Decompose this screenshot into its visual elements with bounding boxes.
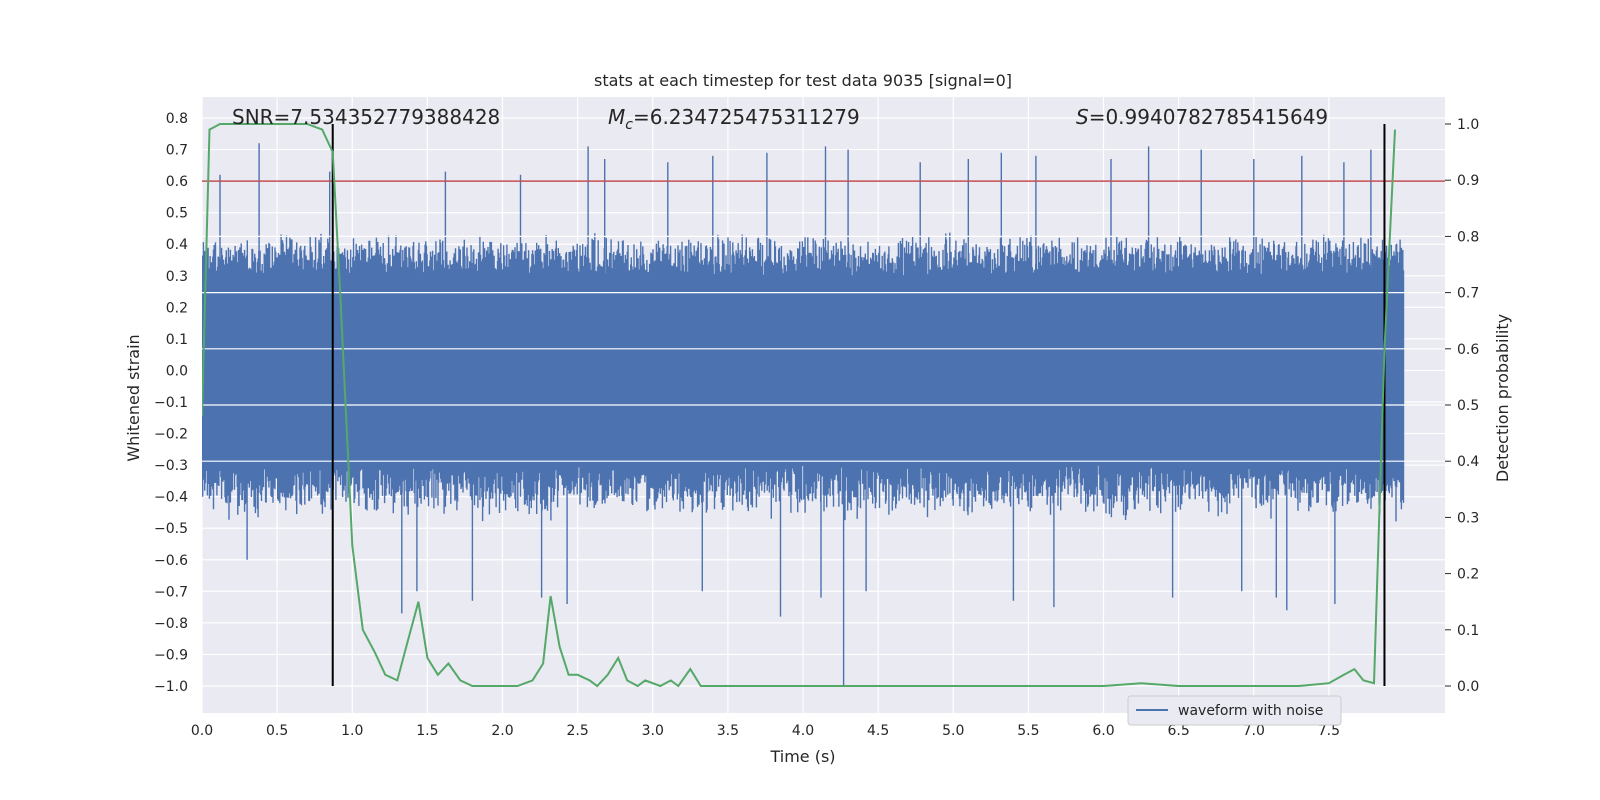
x-tick-label: 1.0: [341, 723, 363, 739]
x-tick-label: 6.5: [1167, 723, 1189, 739]
y-left-tick-label: −0.2: [154, 427, 188, 443]
y-right-tick-label: 0.6: [1457, 342, 1479, 358]
y-right-tick-label: 0.9: [1457, 173, 1479, 189]
y-left-tick-label: −0.8: [154, 616, 188, 632]
x-tick-label: 7.5: [1318, 723, 1340, 739]
chirp-mass-symbol: M: [608, 105, 625, 129]
x-tick-label: 7.0: [1243, 723, 1265, 739]
waveform-series: [202, 143, 1405, 686]
legend: waveform with noise: [1127, 695, 1342, 726]
legend-box: [1127, 695, 1342, 726]
y-left-tick-label: 0.1: [166, 332, 188, 348]
y-left-tick-label: −0.6: [154, 553, 188, 569]
waveform-trace: [202, 143, 1405, 686]
x-axis-label: Time (s): [769, 747, 835, 766]
y-left-tick-label: 0.5: [166, 206, 188, 222]
y-right-tick-label: 0.8: [1457, 229, 1479, 245]
y-left-tick-label: −0.3: [154, 458, 188, 474]
x-tick-label: 0.5: [266, 723, 288, 739]
x-axis-ticks: 0.0 0.5 1.0 1.5 2.0 2.5 3.0 3.5 4.0 4.5 5.0 5.5 6.0 6…: [191, 723, 1340, 739]
y-axis-right-label: Detection probability: [1493, 314, 1512, 482]
y-left-tick-label: −1.0: [154, 679, 188, 695]
y-left-tick-label: −0.4: [154, 490, 188, 506]
y-left-tick-label: 0.8: [166, 111, 188, 127]
y-left-tick-label: 0.6: [166, 174, 188, 190]
y-left-tick-label: −0.9: [154, 647, 188, 663]
y-right-tick-label: 0.2: [1457, 567, 1479, 583]
y-right-tick-label: 0.1: [1457, 623, 1479, 639]
chart-title: stats at each timestep for test data 903…: [594, 71, 1012, 90]
y-left-tick-label: −0.5: [154, 521, 188, 537]
y-right-tick-label: 0.5: [1457, 398, 1479, 414]
y-left-tick-label: 0.3: [166, 269, 188, 285]
y-right-tick-label: 0.4: [1457, 454, 1479, 470]
y-left-tick-label: 0.0: [166, 363, 188, 379]
x-tick-label: 0.0: [191, 723, 213, 739]
chirp-mass-annotation: Mc=6.234725475311279: [608, 105, 860, 133]
x-tick-label: 2.0: [491, 723, 513, 739]
x-tick-label: 2.5: [566, 723, 588, 739]
y-right-tick-label: 1.0: [1457, 117, 1479, 133]
y-left-tick-label: 0.4: [166, 237, 188, 253]
y-right-tick-label: 0.0: [1457, 679, 1479, 695]
y-axis-left-ticks: 0.8 0.7 0.6 0.5 0.4 0.3 0.2 0.1 0.0 −0.1 −0.2 −0.3 −…: [154, 111, 188, 695]
snr-annotation: SNR=7.534352779388428: [232, 105, 500, 129]
y-left-tick-label: −0.7: [154, 584, 188, 600]
y-left-tick-label: 0.7: [166, 143, 188, 159]
x-tick-label: 4.5: [867, 723, 889, 739]
x-tick-label: 3.5: [717, 723, 739, 739]
s-value: =0.9940782785415649: [1089, 105, 1328, 129]
s-symbol: S: [1076, 105, 1089, 129]
y-left-tick-label: 0.2: [166, 300, 188, 316]
x-tick-label: 5.0: [942, 723, 964, 739]
x-tick-label: 4.0: [792, 723, 814, 739]
y-axis-left-label: Whitened strain: [124, 334, 143, 461]
x-tick-label: 5.5: [1017, 723, 1039, 739]
y-right-tick-label: 0.7: [1457, 286, 1479, 302]
y-left-tick-label: −0.1: [154, 395, 188, 411]
detection-probability-line: [202, 123, 1396, 688]
chirp-mass-subscript: c: [625, 117, 633, 133]
x-tick-label: 6.0: [1092, 723, 1114, 739]
legend-label: waveform with noise: [1178, 703, 1323, 719]
chirp-mass-value: =6.234725475311279: [633, 105, 860, 129]
y-right-tick-label: 0.3: [1457, 510, 1479, 526]
band-gridlines: [202, 235, 1445, 462]
s-annotation: S=0.9940782785415649: [1076, 105, 1328, 129]
x-tick-label: 3.0: [642, 723, 664, 739]
vertical-markers: [331, 124, 1386, 686]
x-tick-label: 1.5: [416, 723, 438, 739]
y-axis-right-ticks: 1.0 0.9 0.8 0.7 0.6 0.5 0.4 0.3 0.2 0.1 0.0: [1445, 117, 1479, 695]
